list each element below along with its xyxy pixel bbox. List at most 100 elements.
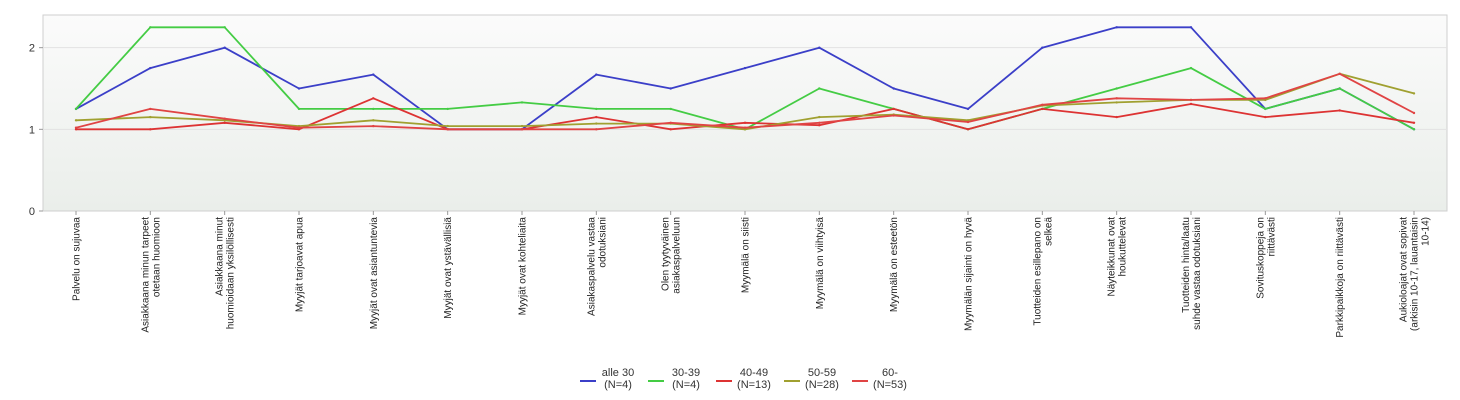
data-point xyxy=(149,107,152,111)
data-point xyxy=(149,66,152,70)
data-point xyxy=(520,124,524,128)
x-tick-label-line: (arkisin 10-17, lauantaisin xyxy=(1410,217,1421,331)
data-point xyxy=(892,87,895,90)
x-tick-label: Palvelu on sujuvaa xyxy=(72,217,83,301)
legend-label: 40-49 (N=13) xyxy=(737,367,771,391)
legend-label-line: (N=13) xyxy=(737,379,771,391)
data-point xyxy=(223,117,226,120)
data-point xyxy=(966,128,970,131)
x-tick-label: Myymälä on siisti xyxy=(741,217,752,293)
x-tick-label: Aukioloajat ovat sopivat(arkisin 10-17, … xyxy=(1399,217,1432,331)
data-point xyxy=(1264,107,1267,111)
data-point xyxy=(372,124,375,128)
data-point xyxy=(595,128,598,131)
data-point xyxy=(595,73,598,76)
series-lines xyxy=(74,26,1416,131)
data-point xyxy=(520,101,524,104)
legend: alle 30 (N=4)30-39 (N=4)40-49 (N=13)50-59 (N… xyxy=(580,367,907,391)
x-tick-label: Olen tyytyväinenasiakaspalveluun xyxy=(661,217,683,294)
data-point xyxy=(149,128,152,131)
data-point xyxy=(446,128,449,131)
data-point xyxy=(818,46,821,49)
x-tick-label-line: houkuttelevat xyxy=(1118,217,1129,277)
x-tick-label-line: Myymälä on viihtyisä xyxy=(815,217,826,310)
x-tick-label: Myyjät tarjoavat apua xyxy=(295,217,306,312)
data-point xyxy=(372,119,375,122)
data-point xyxy=(223,26,226,29)
x-tick-label: Näyteikkunat ovathoukuttelevat xyxy=(1107,217,1129,297)
legend-label: 30-39 (N=4) xyxy=(672,367,700,391)
legend-label-line: (N=28) xyxy=(805,379,839,391)
data-point xyxy=(595,107,598,111)
data-point xyxy=(818,121,821,125)
data-point xyxy=(1041,103,1044,107)
x-tick-label: Tuotteiden hinta/laatusuhde vastaa odotu… xyxy=(1181,217,1203,330)
data-point xyxy=(1412,128,1416,131)
legend-label-line: 50-59 xyxy=(808,367,836,379)
x-tick-label-line: asiakaspalveluun xyxy=(672,217,683,294)
data-point xyxy=(446,124,449,128)
data-point xyxy=(818,115,821,119)
data-point xyxy=(1115,97,1118,100)
y-tick-label: 1 xyxy=(29,124,35,136)
data-point xyxy=(1189,102,1193,106)
data-point xyxy=(1189,26,1193,29)
legend-label-line: 40-49 xyxy=(740,367,768,379)
x-tick-label: Parkkipaikkoja on riittävästi xyxy=(1335,217,1346,338)
data-point xyxy=(1412,121,1416,125)
legend-label: alle 30 (N=4) xyxy=(602,367,634,391)
data-point xyxy=(372,107,375,111)
data-point xyxy=(1041,107,1044,111)
data-point xyxy=(892,114,895,117)
data-point xyxy=(1338,87,1341,90)
legend-label-line: 30-39 xyxy=(672,367,700,379)
data-point xyxy=(743,121,747,125)
x-tick-label-line: Myyjät ovat asiantuntevia xyxy=(369,217,380,330)
data-point xyxy=(297,87,301,90)
x-tick-label: Asiakkaana minuthuomioidaan yksilöllises… xyxy=(215,217,237,329)
data-point xyxy=(1264,97,1267,100)
data-point xyxy=(223,46,226,49)
data-point xyxy=(297,126,301,129)
data-point xyxy=(818,124,821,127)
legend-label-line: (N=53) xyxy=(873,379,907,391)
data-point xyxy=(743,126,747,129)
data-point xyxy=(595,122,598,125)
data-point xyxy=(1115,26,1118,29)
x-tick-label-line: Näyteikkunat ovat xyxy=(1107,217,1118,297)
data-point xyxy=(966,120,970,124)
x-tick-label-line: Olen tyytyväinen xyxy=(661,217,672,291)
y-axis: 0 1 2 xyxy=(29,43,43,218)
data-point xyxy=(520,128,524,131)
x-tick-label-line: Myymälä on siisti xyxy=(741,217,752,293)
x-tick-label-line: Sovituskoppeja on xyxy=(1255,217,1266,299)
data-point xyxy=(892,107,895,111)
x-tick-label-line: riittävästi xyxy=(1266,217,1277,256)
data-point xyxy=(149,26,152,29)
data-point xyxy=(966,119,970,122)
data-point xyxy=(74,126,78,129)
legend-label-line: alle 30 xyxy=(602,367,634,379)
x-tick-label-line: Palvelu on sujuvaa xyxy=(72,217,83,301)
data-point xyxy=(372,73,375,76)
legend-label: 50-59 (N=28) xyxy=(805,367,839,391)
data-point xyxy=(74,107,78,111)
x-tick-label-line: Myymälä on esteetön xyxy=(889,217,900,312)
x-tick-label-line: Aukioloajat ovat sopivat xyxy=(1399,217,1410,322)
x-tick-label-line: selkeä xyxy=(1043,217,1054,246)
x-tick-label: Myyjät ovat ystävällisiä xyxy=(443,217,454,319)
data-point xyxy=(669,87,672,90)
x-axis: Palvelu on sujuvaa Asiakkaana minun tarpe… xyxy=(72,211,1432,338)
data-point xyxy=(743,66,747,70)
data-point xyxy=(1189,66,1193,70)
x-tick-label-line: huomioidaan yksilöllisesti xyxy=(226,217,237,329)
data-point xyxy=(223,121,226,125)
data-point xyxy=(1115,87,1118,90)
x-tick-label: Asiakkaana minun tarpeetotetaan huomioon xyxy=(140,217,162,333)
data-point xyxy=(1189,98,1193,102)
data-point xyxy=(595,115,598,119)
x-tick-label-line: Asiakaspalvelu vastaa xyxy=(586,217,597,316)
data-point xyxy=(966,107,970,111)
data-point xyxy=(1412,111,1416,115)
